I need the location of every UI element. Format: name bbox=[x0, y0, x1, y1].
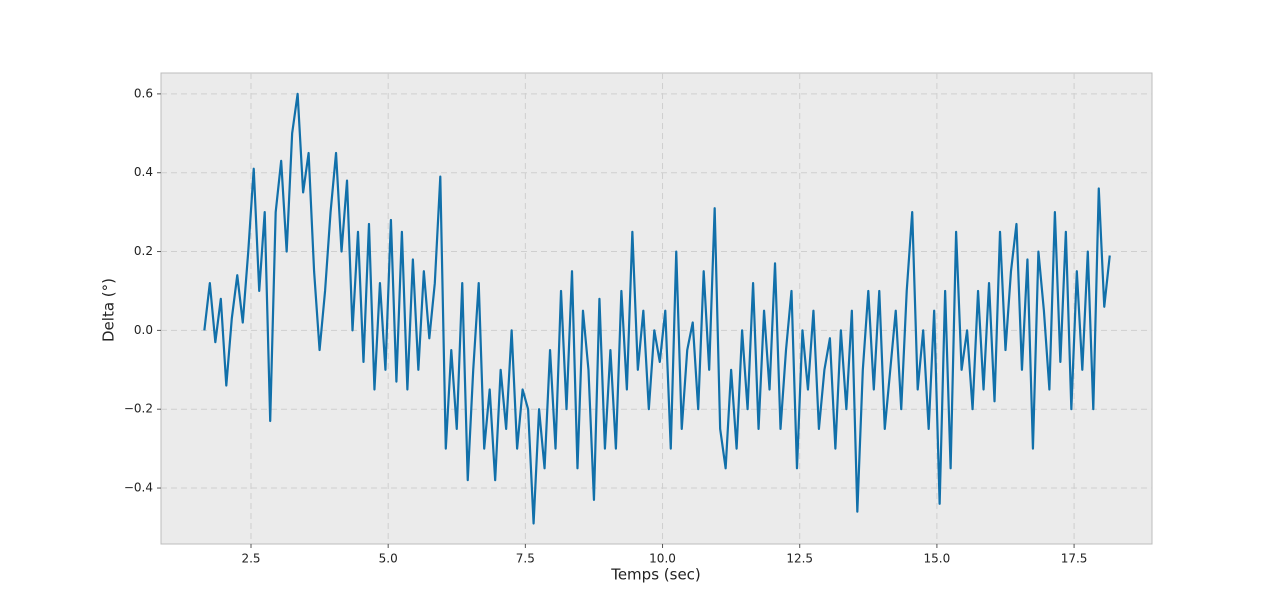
x-tick-label: 17.5 bbox=[1061, 552, 1088, 566]
y-tick-label: −0.4 bbox=[124, 481, 153, 495]
x-axis-label: Temps (sec) bbox=[610, 566, 701, 584]
x-tick-label: 10.0 bbox=[649, 552, 676, 566]
x-tick-label: 5.0 bbox=[379, 552, 398, 566]
y-tick-label: 0.0 bbox=[134, 323, 153, 337]
y-axis-label: Delta (°) bbox=[100, 278, 118, 342]
y-tick-label: 0.2 bbox=[134, 244, 153, 258]
y-tick-label: −0.2 bbox=[124, 402, 153, 416]
x-tick-label: 2.5 bbox=[241, 552, 260, 566]
x-tick-label: 7.5 bbox=[516, 552, 535, 566]
data-line bbox=[203, 92, 1111, 525]
x-tick-label: 15.0 bbox=[924, 552, 951, 566]
y-tick-label: 0.4 bbox=[134, 165, 153, 179]
x-tick-label: 12.5 bbox=[786, 552, 813, 566]
y-tick-label: 0.6 bbox=[134, 86, 153, 100]
